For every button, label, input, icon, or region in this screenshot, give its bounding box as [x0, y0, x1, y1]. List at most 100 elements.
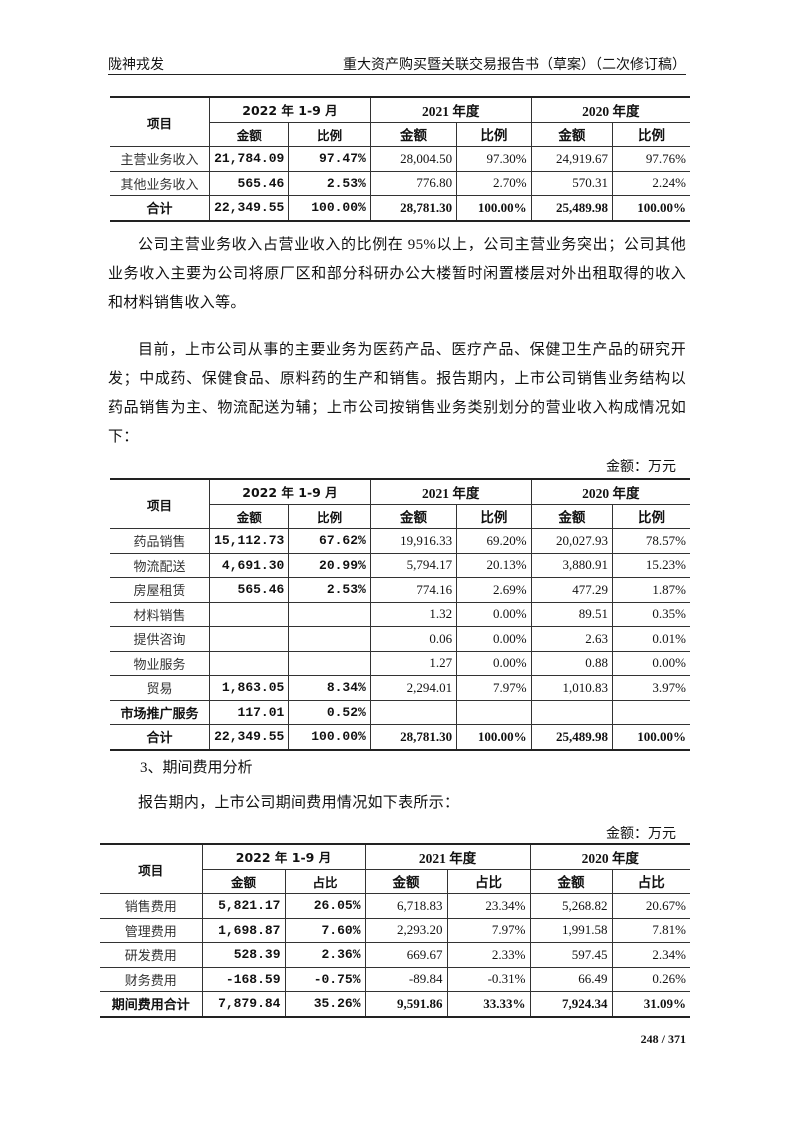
- table-row: 房屋租赁 565.46 2.53% 774.16 2.69% 477.29 1.87%: [110, 577, 690, 603]
- table-cell: 7,879.84: [201, 991, 286, 1017]
- header-row: 项目 2022 年 1-9 月 2021 年度 2020 年度: [110, 478, 690, 529]
- table-cell: 97.30%: [456, 146, 532, 172]
- table-cell: 0.01%: [612, 626, 690, 652]
- table-cell: 31.09%: [611, 991, 690, 1017]
- table-cell: -0.31%: [446, 966, 531, 992]
- table-cell: 477.29: [530, 577, 614, 603]
- row-label: 物业服务: [110, 650, 211, 676]
- table-cell: 7.97%: [456, 675, 532, 701]
- table-cell: 69.20%: [456, 528, 532, 554]
- table-row: 期间费用合计 7,879.84 35.26% 9,591.86 33.33% 7,924.…: [100, 991, 690, 1017]
- table-cell: 776.80: [369, 170, 458, 196]
- table-cell: 89.51: [530, 601, 614, 627]
- table-cell: 7.60%: [284, 917, 366, 943]
- table-cell: 100.00%: [456, 195, 532, 221]
- subheader-cell: 金额: [209, 503, 290, 529]
- page-header: 陇神戎发 重大资产购买暨关联交易报告书（草案）（二次修订稿）: [108, 52, 686, 75]
- header-doc-title: 重大资产购买暨关联交易报告书（草案）（二次修订稿）: [343, 58, 686, 73]
- section-title: 3、期间费用分析: [140, 760, 253, 776]
- table-cell: 1,698.87: [201, 917, 286, 943]
- subheader-cell: 金额: [529, 868, 613, 894]
- table-cell: 23.34%: [446, 893, 531, 919]
- row-label: 提供咨询: [110, 626, 211, 652]
- subheader-cell: 金额: [209, 121, 290, 147]
- table-cell: 22,349.55: [209, 724, 290, 750]
- table-cell: 1,863.05: [209, 675, 290, 701]
- subheader-cell: 比例: [612, 503, 690, 529]
- table-cell: 19,916.33: [369, 528, 458, 554]
- subheader-cell: 金额: [369, 121, 458, 147]
- revenue-by-business-table: 项目 2022 年 1-9 月 2021 年度 2020 年度 金额 比例 金额 比例 金额 比例…: [110, 478, 690, 751]
- table-cell: 2.24%: [612, 170, 690, 196]
- table-cell: 4,691.30: [209, 552, 290, 578]
- table-cell: 1.87%: [612, 577, 690, 603]
- table-cell: 26.05%: [284, 893, 366, 919]
- table-cell: [369, 699, 458, 725]
- subheader-cell: 金额: [369, 503, 458, 529]
- table-cell: 669.67: [364, 942, 448, 968]
- table-cell: 28,781.30: [369, 195, 458, 221]
- table-cell: 1,010.83: [530, 675, 614, 701]
- table-cell: 0.52%: [288, 699, 371, 725]
- table-cell: 2,294.01: [369, 675, 458, 701]
- table-row: 材料销售 1.32 0.00% 89.51 0.35%: [110, 601, 690, 627]
- table-cell: 2,293.20: [364, 917, 448, 943]
- col-item-header: 项目: [110, 478, 211, 529]
- col-item-header: 项目: [100, 843, 203, 894]
- subheader-cell: 占比: [446, 868, 531, 894]
- table-cell: 5,821.17: [201, 893, 286, 919]
- table-cell: 15.23%: [612, 552, 690, 578]
- row-label: 主营业务收入: [110, 146, 211, 172]
- table-cell: 28,781.30: [369, 724, 458, 750]
- row-label: 合计: [110, 724, 211, 750]
- table-row: 药品销售 15,112.73 67.62% 19,916.33 69.20% 20,027…: [110, 528, 690, 554]
- subheader-cell: 金额: [530, 503, 614, 529]
- table-row: 主营业务收入 21,784.09 97.47% 28,004.50 97.30% 24,9…: [110, 146, 690, 172]
- paragraph: 公司主营业务收入占营业收入的比例在 95%以上，公司主营业务突出；公司其他业务收…: [108, 237, 686, 311]
- row-label: 管理费用: [100, 917, 203, 943]
- period-header: 2021 年度: [369, 478, 532, 505]
- table-cell: 25,489.98: [530, 724, 614, 750]
- row-label: 贸易: [110, 675, 211, 701]
- table-cell: 100.00%: [612, 195, 690, 221]
- table-cell: 20.13%: [456, 552, 532, 578]
- table-cell: 6,718.83: [364, 893, 448, 919]
- period-expense-table: 项目 2022 年 1-9 月 2021 年度 2020 年度 金额 占比 金额 占比 金额 占比…: [100, 843, 690, 1018]
- table-row: 物流配送 4,691.30 20.99% 5,794.17 20.13% 3,880.91…: [110, 552, 690, 578]
- col-item-header: 项目: [110, 96, 211, 147]
- subheader-cell: 金额: [364, 868, 448, 894]
- row-label: 材料销售: [110, 601, 211, 627]
- table-cell: 20.99%: [288, 552, 371, 578]
- table-cell: 25,489.98: [530, 195, 614, 221]
- table-cell: [209, 650, 290, 676]
- table-cell: [209, 601, 290, 627]
- table-row: 物业服务 1.27 0.00% 0.88 0.00%: [110, 650, 690, 676]
- subheader-cell: 金额: [530, 121, 614, 147]
- table-cell: 2.33%: [446, 942, 531, 968]
- table-cell: 0.26%: [611, 966, 690, 992]
- table-cell: 7.97%: [446, 917, 531, 943]
- period-header: 2020 年度: [530, 478, 690, 505]
- period-header: 2020 年度: [529, 843, 690, 870]
- table-cell: 67.62%: [288, 528, 371, 554]
- table-cell: 0.00%: [456, 626, 532, 652]
- table-cell: 8.34%: [288, 675, 371, 701]
- table-cell: 5,268.82: [529, 893, 613, 919]
- period-header: 2021 年度: [364, 843, 531, 870]
- table-cell: 1.27: [369, 650, 458, 676]
- table-cell: 0.06: [369, 626, 458, 652]
- table-cell: -168.59: [201, 966, 286, 992]
- table-cell: [530, 699, 614, 725]
- paragraph: 目前，上市公司从事的主要业务为医药产品、医疗产品、保健卫生产品的研究开发；中成药…: [108, 342, 686, 445]
- table-cell: 774.16: [369, 577, 458, 603]
- table-cell: 66.49: [529, 966, 613, 992]
- revenue-composition-table: 项目 2022 年 1-9 月 2021 年度 2020 年度 金额 比例 金额 比例 金额 比例…: [110, 96, 690, 222]
- table-row: 其他业务收入 565.46 2.53% 776.80 2.70% 570.31 2.24%: [110, 170, 690, 196]
- table-cell: 570.31: [530, 170, 614, 196]
- row-label: 药品销售: [110, 528, 211, 554]
- subheader-row: 金额 占比 金额 占比 金额 占比: [100, 868, 690, 894]
- subheader-cell: 比例: [456, 121, 532, 147]
- unit-label: 金额：万元: [606, 460, 676, 475]
- table-cell: 97.47%: [288, 146, 371, 172]
- period-header: 2022 年 1-9 月: [201, 843, 366, 870]
